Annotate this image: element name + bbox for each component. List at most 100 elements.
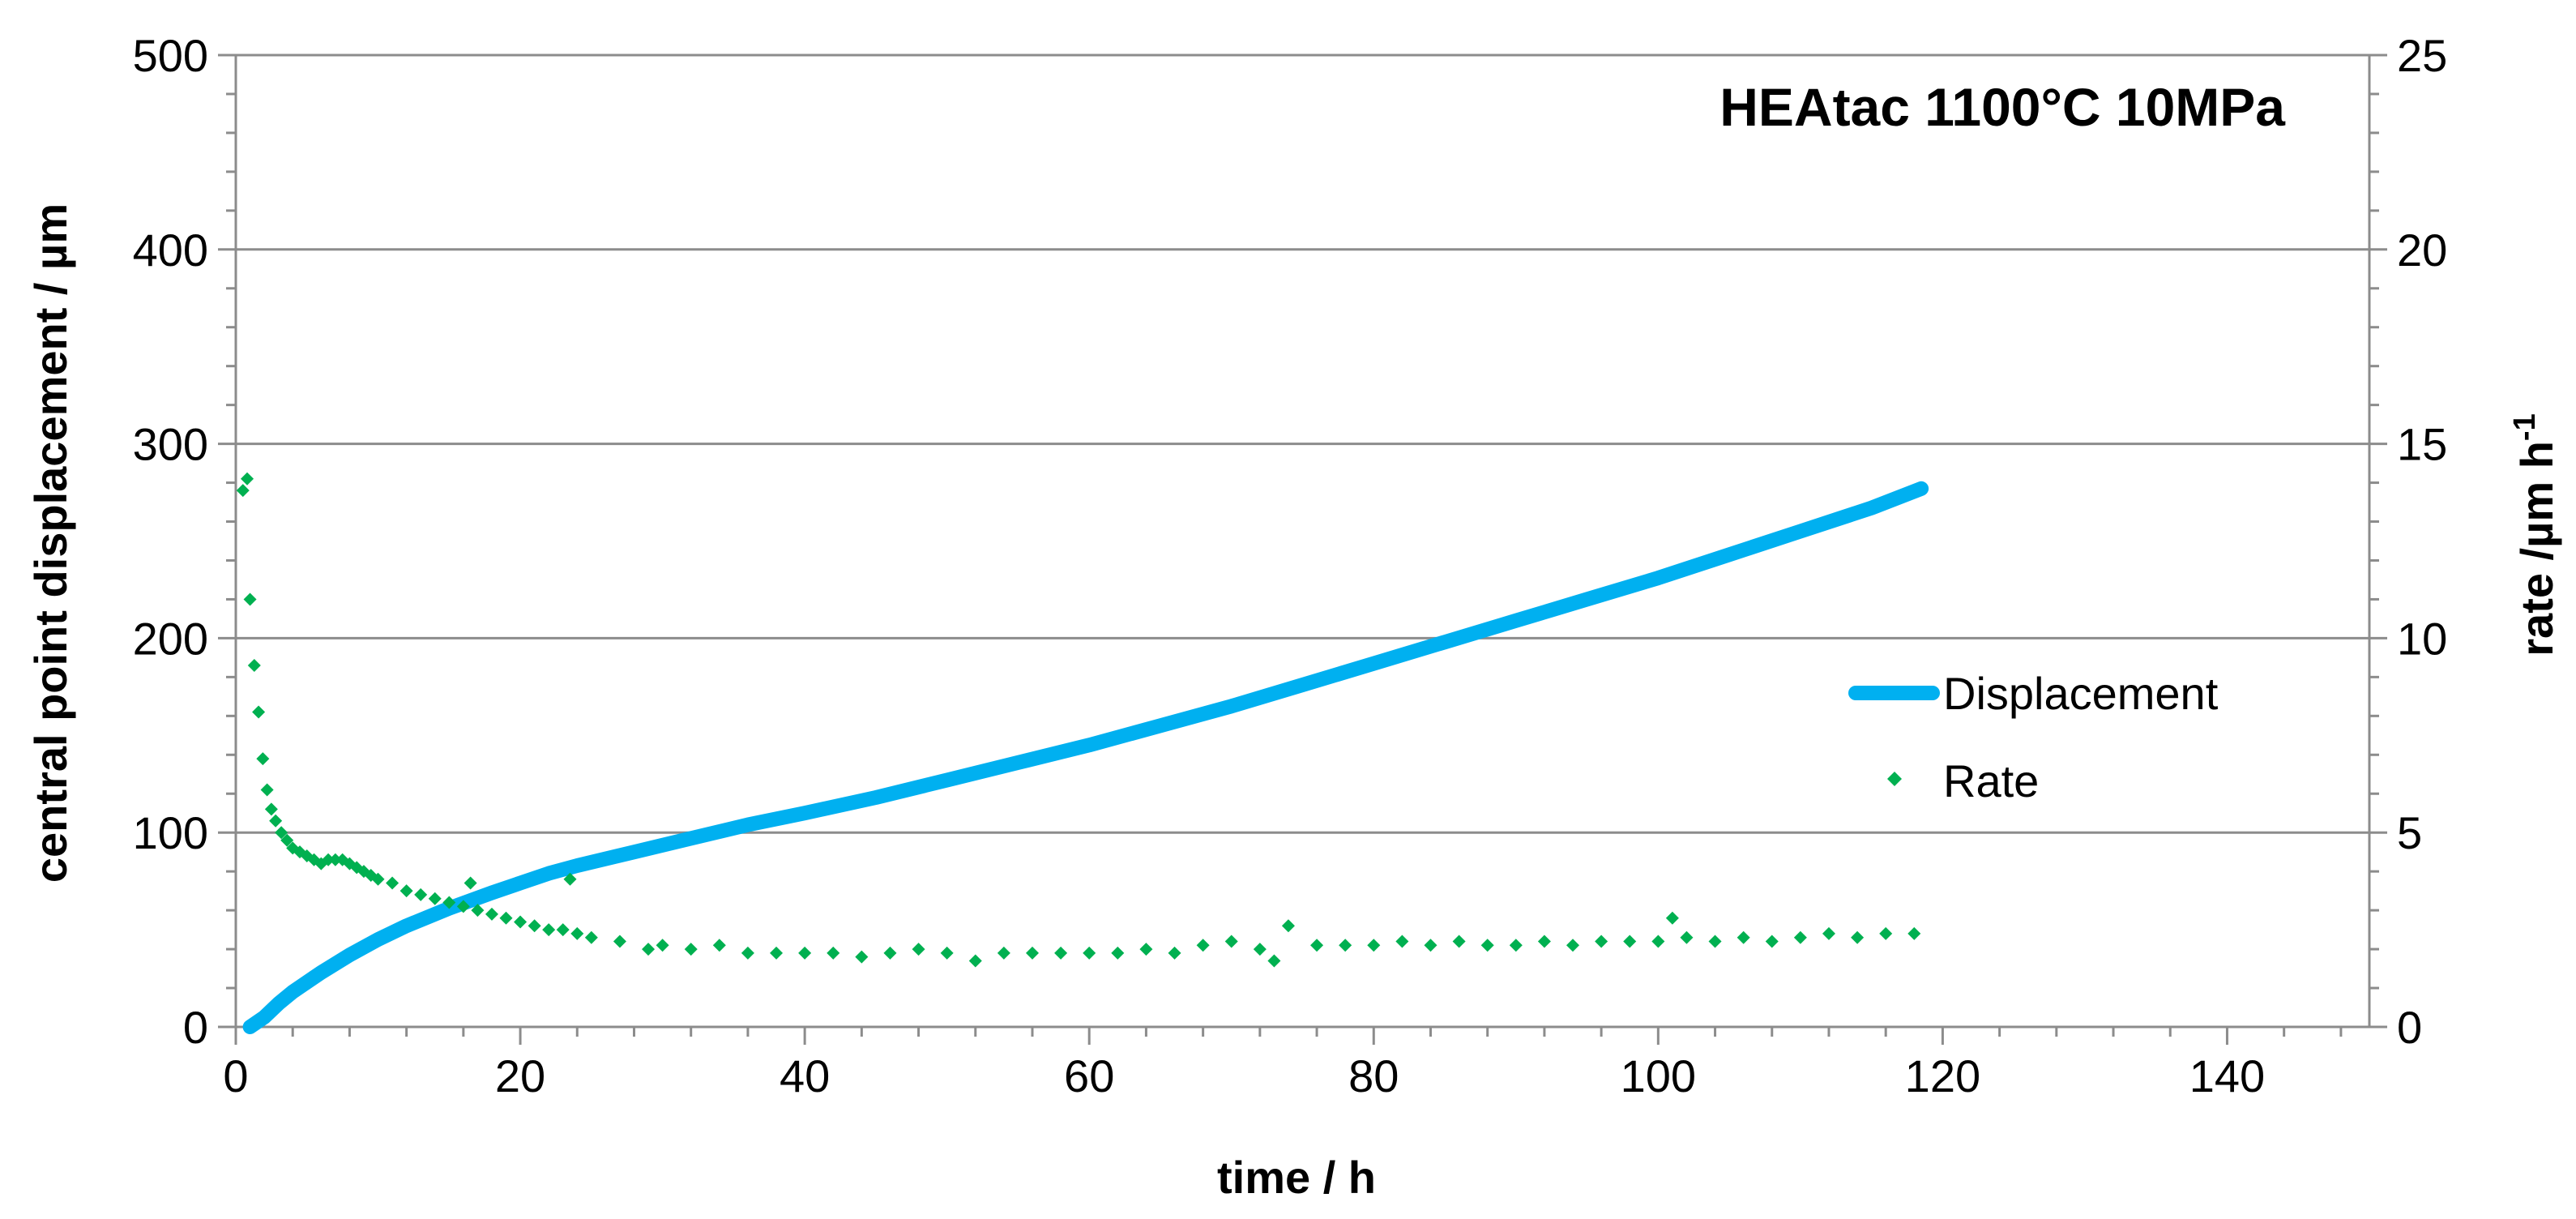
y2-tick-label: 20 bbox=[2397, 225, 2447, 276]
rate-point bbox=[997, 946, 1010, 960]
rate-point bbox=[1537, 935, 1551, 948]
y2-tick-label: 15 bbox=[2397, 419, 2447, 470]
rate-point bbox=[371, 872, 385, 886]
rate-point bbox=[256, 752, 270, 766]
rate-point bbox=[940, 946, 954, 960]
rate-point bbox=[798, 946, 812, 960]
rate-point bbox=[386, 876, 399, 890]
x-tick-label: 0 bbox=[223, 1050, 248, 1101]
rate-point bbox=[1111, 946, 1125, 960]
rate-point bbox=[613, 935, 626, 948]
rate-point bbox=[528, 919, 541, 933]
series-layer bbox=[236, 472, 1929, 1034]
rate-point bbox=[770, 946, 784, 960]
gridlines bbox=[236, 53, 2369, 834]
y2-axis-title-superscript: -1 bbox=[2508, 413, 2542, 441]
rate-point bbox=[642, 943, 656, 956]
rate-point bbox=[322, 853, 335, 866]
rate-point bbox=[275, 826, 288, 840]
rate-point bbox=[247, 658, 261, 672]
rate-point bbox=[252, 705, 266, 719]
rate-point bbox=[471, 904, 485, 917]
rate-point bbox=[1339, 939, 1352, 952]
y2-tick-label: 10 bbox=[2397, 613, 2447, 664]
rate-point bbox=[1822, 926, 1835, 940]
rate-point bbox=[485, 907, 498, 921]
y-axis-title: central point displacement / µm bbox=[25, 203, 76, 883]
x-tick-label: 80 bbox=[1348, 1050, 1399, 1101]
y-tick-label: 100 bbox=[133, 807, 208, 858]
rate-point bbox=[1139, 943, 1153, 956]
rate-point bbox=[1424, 939, 1438, 952]
rate-point bbox=[1793, 930, 1807, 944]
rate-point bbox=[464, 876, 477, 890]
rate-point bbox=[968, 954, 982, 968]
tick-labels: 0 100 200 300 400 500 0 5 10 15 20 25 0 20 40 60 80 100 12… bbox=[133, 30, 2448, 1101]
rate-point bbox=[1566, 939, 1580, 952]
rate-point bbox=[1196, 939, 1210, 952]
rate-point bbox=[1623, 935, 1637, 948]
y-tick-label: 300 bbox=[133, 419, 208, 470]
rate-point bbox=[1025, 946, 1039, 960]
rate-point bbox=[1310, 939, 1324, 952]
legend: Displacement Rate bbox=[1848, 668, 2219, 806]
rate-point bbox=[1680, 930, 1694, 944]
rate-point bbox=[1651, 935, 1665, 948]
legend-rate-marker bbox=[1887, 772, 1902, 786]
rate-point bbox=[827, 946, 840, 960]
rate-point bbox=[1851, 930, 1865, 944]
rate-point bbox=[241, 472, 254, 485]
y2-tick-label: 0 bbox=[2397, 1002, 2422, 1053]
rate-point bbox=[1907, 926, 1921, 940]
axes bbox=[218, 53, 2387, 1045]
x-tick-label: 140 bbox=[2189, 1050, 2265, 1101]
rate-point bbox=[399, 884, 413, 898]
y2-axis-title-text: rate /µm h bbox=[2511, 441, 2562, 657]
rate-point bbox=[1765, 935, 1779, 948]
rate-point bbox=[1737, 930, 1750, 944]
rate-point bbox=[1253, 943, 1267, 956]
rate-point bbox=[912, 943, 925, 956]
rate-point bbox=[456, 900, 470, 913]
rate-point bbox=[1168, 946, 1181, 960]
rate-point bbox=[328, 853, 342, 866]
rate-point bbox=[855, 950, 869, 964]
rate-point bbox=[741, 946, 754, 960]
x-tick-label: 20 bbox=[495, 1050, 545, 1101]
x-tick-label: 40 bbox=[780, 1050, 830, 1101]
rate-point bbox=[556, 923, 570, 937]
rate-point bbox=[542, 923, 556, 937]
rate-point bbox=[236, 484, 250, 498]
y-tick-label: 200 bbox=[133, 613, 208, 664]
rate-point bbox=[280, 833, 294, 847]
y-tick-label: 0 bbox=[183, 1002, 208, 1053]
rate-point bbox=[514, 915, 528, 929]
rate-point bbox=[1054, 946, 1068, 960]
rate-point bbox=[712, 939, 726, 952]
rate-point bbox=[260, 783, 274, 797]
rate-point bbox=[1595, 935, 1608, 948]
y2-tick-label: 5 bbox=[2397, 807, 2422, 858]
rate-point bbox=[1879, 926, 1893, 940]
rate-point bbox=[264, 802, 278, 816]
legend-rate-label: Rate bbox=[1943, 755, 2039, 806]
rate-point bbox=[684, 943, 698, 956]
rate-point bbox=[1267, 954, 1281, 968]
rate-point bbox=[1480, 939, 1494, 952]
rate-point bbox=[414, 888, 428, 901]
rate-point bbox=[499, 911, 513, 925]
rate-point bbox=[1665, 911, 1679, 925]
rate-point bbox=[570, 926, 584, 940]
rate-point bbox=[1452, 935, 1466, 948]
rate-point bbox=[1083, 946, 1096, 960]
rate-point bbox=[563, 872, 577, 886]
y2-axis-title: rate /µm h-1 bbox=[2508, 413, 2562, 656]
rate-point bbox=[1509, 939, 1523, 952]
x-tick-label: 100 bbox=[1621, 1050, 1696, 1101]
series-line-displacement bbox=[242, 481, 1929, 1034]
rate-point bbox=[1281, 919, 1295, 933]
y-tick-label: 500 bbox=[133, 30, 208, 81]
